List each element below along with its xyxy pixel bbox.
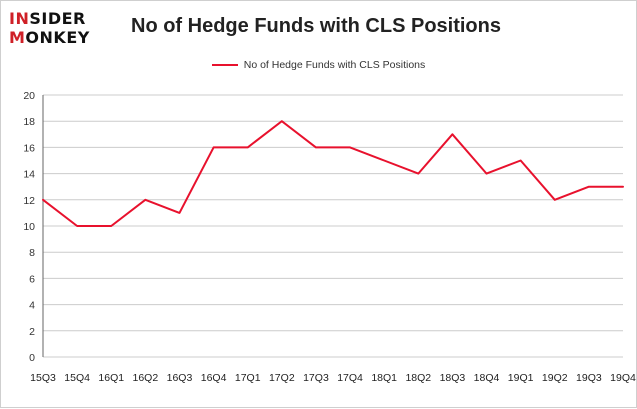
logo-text-in: IN	[9, 9, 30, 28]
y-tick-label: 8	[29, 247, 35, 259]
x-tick-label: 16Q1	[98, 372, 124, 384]
y-tick-label: 4	[29, 300, 35, 312]
x-tick-label: 16Q4	[201, 372, 227, 384]
series-line	[42, 120, 624, 227]
x-tick-label: 15Q4	[64, 372, 90, 384]
x-tick-label: 15Q3	[30, 372, 56, 384]
y-tick-label: 12	[23, 195, 35, 207]
page-title: No of Hedge Funds with CLS Positions	[131, 15, 501, 37]
y-tick-label: 10	[23, 221, 35, 233]
y-axis-tick-labels: 0 2 4 6 8 10 12 14 16 18 20	[23, 90, 35, 364]
x-tick-label: 19Q4	[610, 372, 636, 384]
x-axis-tick-labels: 15Q3 15Q4 16Q1 16Q2 16Q3 16Q4 17Q1 17Q2 17Q3 17Q4…	[30, 372, 636, 384]
y-tick-label: 6	[29, 273, 35, 285]
logo-line-two: MONKEY	[9, 27, 119, 47]
x-tick-label: 18Q4	[474, 372, 500, 384]
logo-text-m: M	[9, 27, 26, 47]
x-tick-label: 16Q3	[167, 372, 193, 384]
y-tick-label: 2	[29, 326, 35, 338]
chart-legend: No of Hedge Funds with CLS Positions	[1, 59, 636, 71]
y-tick-label: 14	[23, 169, 35, 181]
x-tick-label: 18Q2	[405, 372, 431, 384]
x-tick-label: 19Q2	[542, 372, 568, 384]
series-line-group	[42, 120, 624, 227]
x-tick-label: 17Q1	[235, 372, 261, 384]
insider-monkey-logo: INSIDER MONKEY	[9, 9, 119, 57]
logo-line-one: INSIDER	[9, 9, 119, 28]
y-tick-label: 20	[23, 90, 35, 102]
plot-area: 0 2 4 6 8 10 12 14 16 18 20 15Q3 15Q4 16Q1 16Q2 16Q3 16…	[1, 85, 637, 409]
logo-text-onkey: ONKEY	[25, 27, 90, 47]
gridlines	[43, 94, 623, 358]
line-chart-svg: 0 2 4 6 8 10 12 14 16 18 20 15Q3 15Q4 16Q1 16Q2 16Q3 16…	[23, 90, 636, 384]
x-tick-label: 17Q2	[269, 372, 295, 384]
x-tick-label: 18Q3	[440, 372, 466, 384]
x-tick-label: 19Q3	[576, 372, 602, 384]
y-tick-label: 0	[29, 352, 35, 364]
x-tick-label: 17Q3	[303, 372, 329, 384]
x-tick-label: 18Q1	[371, 372, 397, 384]
logo-text-sider: SIDER	[29, 9, 86, 28]
y-tick-label: 16	[23, 142, 35, 154]
x-tick-label: 19Q1	[508, 372, 534, 384]
x-tick-label: 17Q4	[337, 372, 363, 384]
x-tick-label: 16Q2	[133, 372, 159, 384]
legend-label-series: No of Hedge Funds with CLS Positions	[243, 59, 426, 71]
y-tick-label: 18	[23, 116, 35, 128]
legend-swatch-series	[211, 64, 238, 66]
